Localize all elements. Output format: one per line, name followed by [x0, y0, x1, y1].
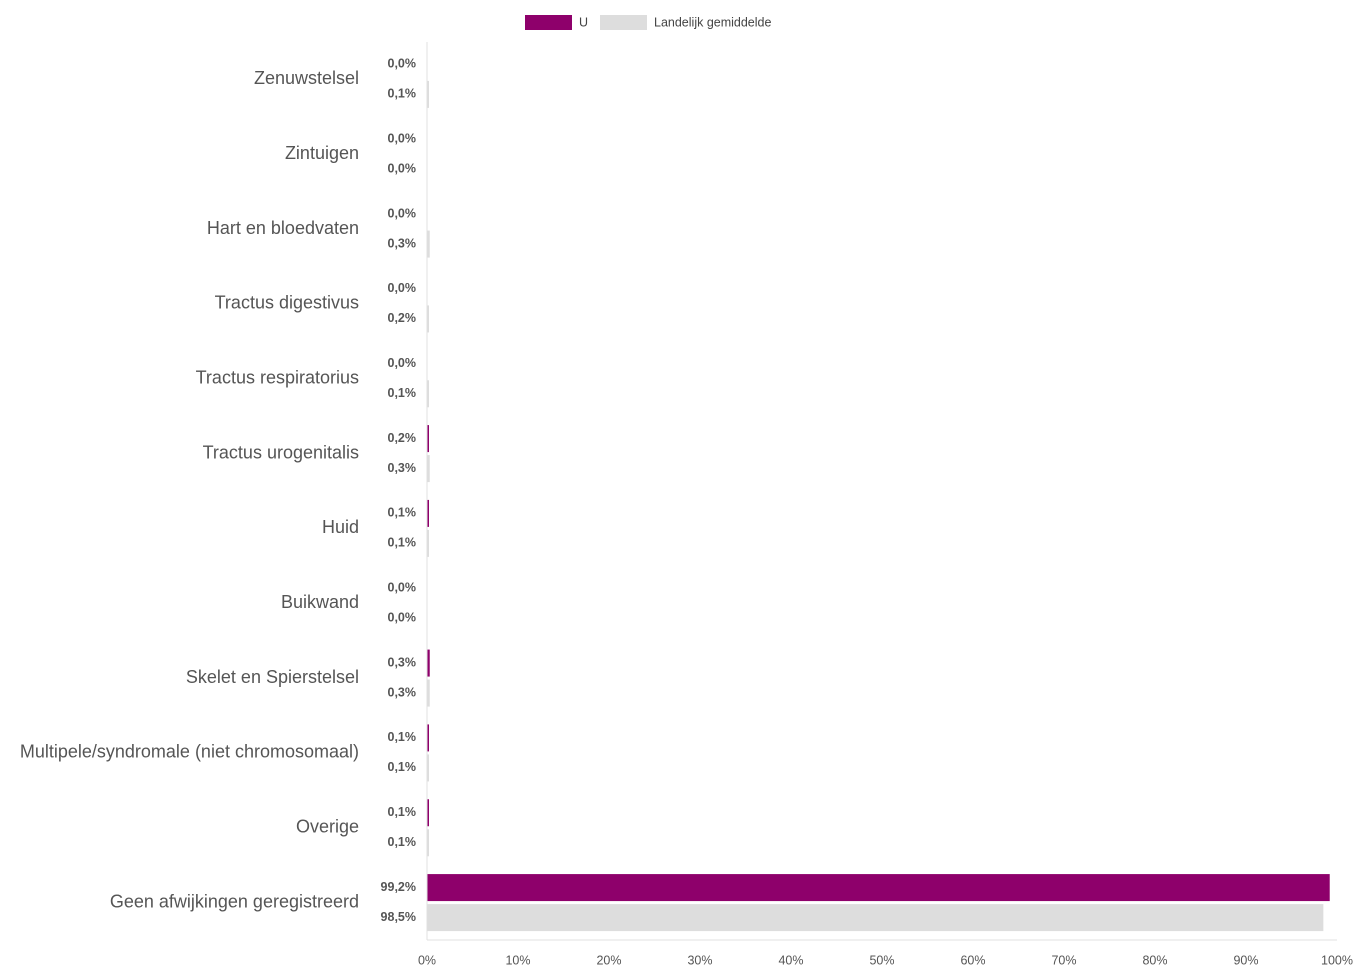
category-label: Huid — [322, 517, 359, 537]
data-label: 0,0% — [388, 581, 417, 595]
data-label: 0,3% — [388, 655, 417, 669]
data-label: 0,1% — [388, 386, 417, 400]
chart-legend: U Landelijk gemiddelde — [525, 15, 771, 30]
data-label: 98,5% — [381, 910, 416, 924]
bar-landelijk — [427, 829, 429, 857]
bar-landelijk — [427, 80, 429, 108]
category-label: Multipele/syndromale (niet chromosomaal) — [20, 742, 359, 762]
category-label: Skelet en Spierstelsel — [186, 667, 359, 687]
x-tick-label: 70% — [1051, 953, 1076, 967]
x-tick-label: 30% — [687, 953, 712, 967]
chart-axes: Zenuwstelsel 0,0% 0,1% Zintuigen 0,0% 0,0% Har… — [20, 42, 1353, 967]
data-label: 0,0% — [388, 162, 417, 176]
category-label: Overige — [296, 817, 359, 837]
category-label: Geen afwijkingen geregistreerd — [110, 891, 359, 911]
category-label: Tractus respiratorius — [196, 368, 359, 388]
bar-landelijk — [427, 380, 429, 408]
x-tick-label: 80% — [1142, 953, 1167, 967]
bar-u — [427, 874, 1330, 902]
data-label: 0,2% — [388, 311, 417, 325]
legend-label: U — [579, 15, 588, 29]
data-label: 0,1% — [388, 536, 417, 550]
bar-u — [427, 649, 430, 677]
x-tick-label: 40% — [778, 953, 803, 967]
category-label: Zenuwstelsel — [254, 68, 359, 88]
category-label: Buikwand — [281, 592, 359, 612]
data-label: 0,0% — [388, 132, 417, 146]
data-label: 0,0% — [388, 611, 417, 625]
legend-swatch — [600, 15, 647, 30]
x-tick-label: 100% — [1321, 953, 1353, 967]
bar-u — [427, 425, 429, 453]
bar-landelijk — [427, 230, 430, 258]
category-label: Hart en bloedvaten — [207, 218, 359, 238]
data-label: 0,0% — [388, 57, 417, 71]
bar-u — [427, 499, 429, 527]
data-label: 0,1% — [388, 835, 417, 849]
bar-u — [427, 799, 429, 827]
x-tick-label: 0% — [418, 953, 436, 967]
x-tick-label: 50% — [869, 953, 894, 967]
data-label: 0,0% — [388, 356, 417, 370]
bar-landelijk — [427, 455, 430, 483]
data-label: 0,1% — [388, 730, 417, 744]
bar-group — [427, 80, 1330, 932]
x-tick-label: 10% — [505, 953, 530, 967]
data-label: 0,3% — [388, 461, 417, 475]
bar-u — [427, 724, 429, 752]
data-label: 99,2% — [381, 880, 416, 894]
data-label: 0,1% — [388, 760, 417, 774]
legend-label: Landelijk gemiddelde — [654, 15, 771, 29]
category-label: Tractus digestivus — [215, 293, 359, 313]
legend-swatch — [525, 15, 572, 30]
bar-landelijk — [427, 305, 429, 333]
category-label: Tractus urogenitalis — [203, 442, 359, 462]
bar-landelijk — [427, 754, 429, 782]
bar-landelijk — [427, 904, 1324, 932]
x-tick-label: 90% — [1233, 953, 1258, 967]
data-label: 0,3% — [388, 236, 417, 250]
x-tick-label: 20% — [596, 953, 621, 967]
data-label: 0,1% — [388, 87, 417, 101]
bar-landelijk — [427, 529, 429, 557]
data-label: 0,0% — [388, 206, 417, 220]
x-tick-label: 60% — [960, 953, 985, 967]
data-label: 0,2% — [388, 431, 417, 445]
data-label: 0,3% — [388, 685, 417, 699]
category-label: Zintuigen — [285, 143, 359, 163]
data-label: 0,1% — [388, 506, 417, 520]
data-label: 0,0% — [388, 281, 417, 295]
data-label: 0,1% — [388, 805, 417, 819]
bar-landelijk — [427, 679, 430, 707]
